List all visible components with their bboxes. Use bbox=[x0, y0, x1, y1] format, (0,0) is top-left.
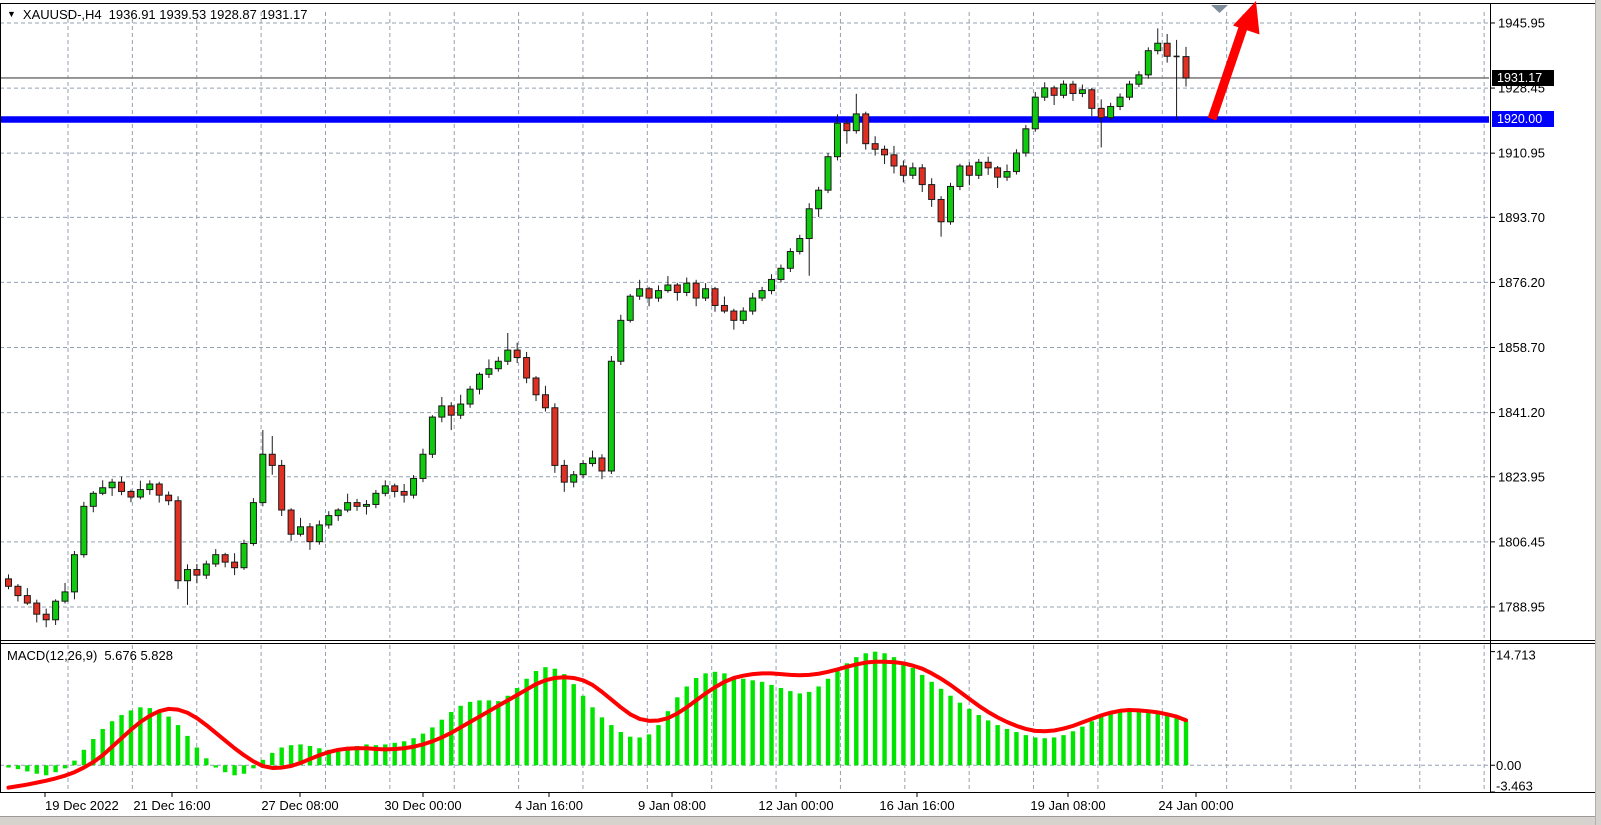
svg-text:19 Jan 08:00: 19 Jan 08:00 bbox=[1030, 798, 1105, 813]
svg-text:1876.20: 1876.20 bbox=[1498, 275, 1545, 290]
svg-text:30 Dec 00:00: 30 Dec 00:00 bbox=[384, 798, 461, 813]
hline-price-badge: 1920.00 bbox=[1492, 111, 1554, 127]
bottom-margin-strip bbox=[0, 816, 1601, 825]
macd-indicator-title: MACD(12,26,9) 5.676 5.828 bbox=[7, 648, 173, 663]
macd-values-label: 5.676 5.828 bbox=[104, 648, 173, 663]
svg-text:1788.95: 1788.95 bbox=[1498, 599, 1545, 614]
svg-text:24 Jan 00:00: 24 Jan 00:00 bbox=[1158, 798, 1233, 813]
svg-text:0.00: 0.00 bbox=[1496, 758, 1521, 773]
svg-text:12 Jan 00:00: 12 Jan 00:00 bbox=[758, 798, 833, 813]
macd-signal-line bbox=[6, 659, 1188, 790]
svg-text:-3.463: -3.463 bbox=[1496, 779, 1533, 794]
svg-text:1910.95: 1910.95 bbox=[1498, 146, 1545, 161]
svg-text:16 Jan 16:00: 16 Jan 16:00 bbox=[879, 798, 954, 813]
svg-text:1823.95: 1823.95 bbox=[1498, 469, 1545, 484]
candles-layer bbox=[5, 28, 1190, 628]
right-scroll-strip[interactable] bbox=[1595, 0, 1601, 825]
svg-text:1945.95: 1945.95 bbox=[1498, 15, 1545, 30]
symbol-title: ▼ XAUUSD-,H4 1936.91 1939.53 1928.87 193… bbox=[7, 7, 307, 22]
svg-text:14.713: 14.713 bbox=[1496, 648, 1536, 663]
pane-borders bbox=[0, 3, 1601, 793]
ohlc-values-label: 1936.91 1939.53 1928.87 1931.17 bbox=[108, 7, 308, 22]
svg-text:9 Jan 08:00: 9 Jan 08:00 bbox=[638, 798, 706, 813]
trend-arrow[interactable] bbox=[1207, 1, 1260, 121]
time-axis[interactable] bbox=[0, 793, 1490, 815]
grid-lines bbox=[0, 12, 1489, 792]
chart-shift-marker-icon[interactable] bbox=[1211, 5, 1228, 13]
svg-text:19 Dec 2022: 19 Dec 2022 bbox=[45, 798, 119, 813]
macd-label: MACD(12,26,9) bbox=[7, 648, 98, 663]
svg-text:1806.45: 1806.45 bbox=[1498, 534, 1545, 549]
symbol-period-label: XAUUSD-,H4 bbox=[22, 7, 102, 22]
svg-text:4 Jan 16:00: 4 Jan 16:00 bbox=[515, 798, 583, 813]
price-axis[interactable] bbox=[1491, 4, 1595, 792]
svg-text:21 Dec 16:00: 21 Dec 16:00 bbox=[133, 798, 210, 813]
svg-text:1893.70: 1893.70 bbox=[1498, 210, 1545, 225]
axis-labels: 1945.951928.451910.951893.701876.201858.… bbox=[44, 15, 1545, 813]
svg-text:1858.70: 1858.70 bbox=[1498, 340, 1545, 355]
macd-histogram bbox=[6, 651, 1189, 776]
symbol-dropdown-icon[interactable]: ▼ bbox=[7, 9, 16, 19]
last-price-badge: 1931.17 bbox=[1492, 70, 1554, 86]
svg-text:1841.20: 1841.20 bbox=[1498, 405, 1545, 420]
svg-text:27 Dec 08:00: 27 Dec 08:00 bbox=[261, 798, 338, 813]
